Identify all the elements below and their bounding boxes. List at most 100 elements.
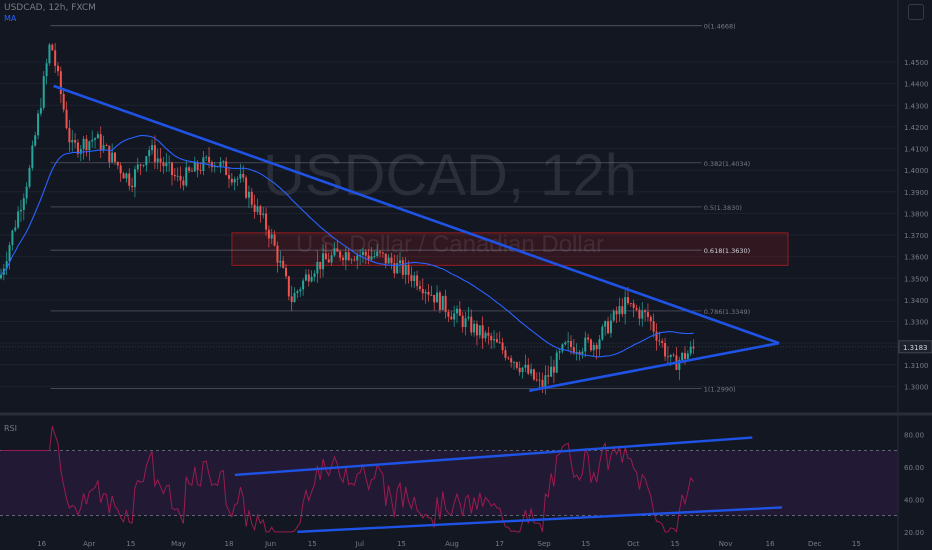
candle-body [188, 167, 191, 171]
candle-body [319, 261, 322, 270]
candle-body [347, 252, 350, 261]
time-tick-label: Aug [445, 540, 459, 548]
candle-body [336, 248, 339, 252]
candle-body [681, 352, 684, 360]
candle-body [430, 294, 433, 296]
candle-body [94, 138, 97, 140]
candle-body [259, 206, 262, 215]
chart-menu-button[interactable] [908, 4, 924, 20]
candle-body [324, 253, 327, 260]
candle-body [447, 312, 450, 317]
price-tick-label: 1.4300 [904, 102, 929, 110]
candle-body [438, 292, 441, 311]
watermark-name: U.S. Dollar / Canadian Dollar [296, 231, 604, 258]
time-tick-label: 16 [37, 540, 46, 548]
candle-body [0, 274, 2, 279]
candle-body [39, 107, 42, 114]
candle-body [17, 211, 20, 228]
candle-body [436, 292, 439, 303]
candle-body [376, 251, 379, 257]
candle-body [225, 161, 228, 176]
time-tick-label: 15 [671, 540, 680, 548]
candle-body [524, 364, 527, 368]
candle-body [535, 379, 538, 381]
candle-body [344, 252, 347, 261]
price-tick-label: 1.3100 [904, 362, 929, 370]
price-tick-label: 1.3000 [904, 383, 929, 391]
candle-body [638, 309, 641, 319]
candle-body [581, 351, 584, 354]
candle-body [504, 350, 507, 358]
candle-body [433, 294, 436, 303]
rsi-tick-label: 60.00 [904, 464, 924, 472]
candle-body [481, 325, 484, 339]
candle-body [407, 264, 410, 276]
candle-body [413, 275, 416, 282]
candle-body [339, 251, 342, 258]
candle-body [228, 175, 230, 179]
time-tick-label: Sep [538, 540, 552, 548]
candle-body [401, 260, 404, 275]
candle-body [373, 256, 376, 257]
current-price-box [898, 340, 932, 354]
candle-body [490, 335, 493, 341]
candle-body [139, 164, 142, 166]
candle-body [210, 162, 213, 168]
candle-body [421, 288, 424, 294]
candle-body [114, 152, 116, 162]
candles [0, 43, 695, 395]
time-tick-label: 15 [581, 540, 590, 548]
rsi-pane: 80.00 60.00 40.00 20.00 [0, 425, 924, 537]
candle-body [424, 291, 427, 294]
candle-body [8, 245, 11, 262]
candle-body [316, 261, 319, 274]
rsi-header: RSI [4, 424, 17, 433]
symbol-header: USDCAD, 12h, FXCM [4, 3, 96, 13]
rsi-line [1, 425, 694, 534]
trendline-rsi-upper [234, 436, 753, 477]
candle-body [302, 280, 305, 290]
candle-body [205, 156, 208, 158]
candle-body [133, 169, 136, 188]
candle-body [196, 162, 199, 171]
candle-body [245, 177, 248, 198]
candle-body [478, 325, 481, 336]
candle-body [159, 158, 162, 163]
candle-body [550, 366, 553, 377]
candle-body [162, 162, 165, 167]
candle-body [51, 44, 54, 51]
candle-body [193, 162, 196, 172]
candle-body [458, 308, 461, 316]
candle-body [199, 170, 202, 171]
candle-body [242, 173, 245, 178]
fib-label: 0.382(1.4034) [704, 160, 750, 168]
candle-body [353, 259, 356, 261]
candle-body [495, 339, 498, 343]
candle-body [145, 156, 148, 166]
price-tick-label: 1.4200 [904, 124, 929, 132]
candle-body [287, 276, 290, 297]
candle-body [561, 344, 564, 352]
candle-body [273, 234, 276, 246]
candle-body [393, 263, 396, 274]
candle-body [418, 286, 421, 289]
candle-body [293, 293, 296, 303]
time-tick-label: 15 [852, 540, 861, 548]
rsi-band [0, 450, 898, 516]
candle-body [74, 140, 77, 143]
time-tick-label: Apr [83, 540, 95, 548]
candle-body [276, 245, 279, 263]
candle-body [151, 145, 154, 151]
candle-body [521, 367, 524, 373]
candle-body [62, 94, 65, 110]
candle-body [661, 341, 664, 344]
candle-body [629, 303, 632, 304]
candle-body [567, 341, 570, 343]
candle-body [219, 161, 222, 167]
watermark-symbol: USDCAD, 12h [263, 143, 637, 208]
candle-body [136, 164, 139, 170]
time-tick-label: Jun [264, 540, 276, 548]
candle-body [356, 255, 359, 261]
candle-body [85, 138, 88, 151]
